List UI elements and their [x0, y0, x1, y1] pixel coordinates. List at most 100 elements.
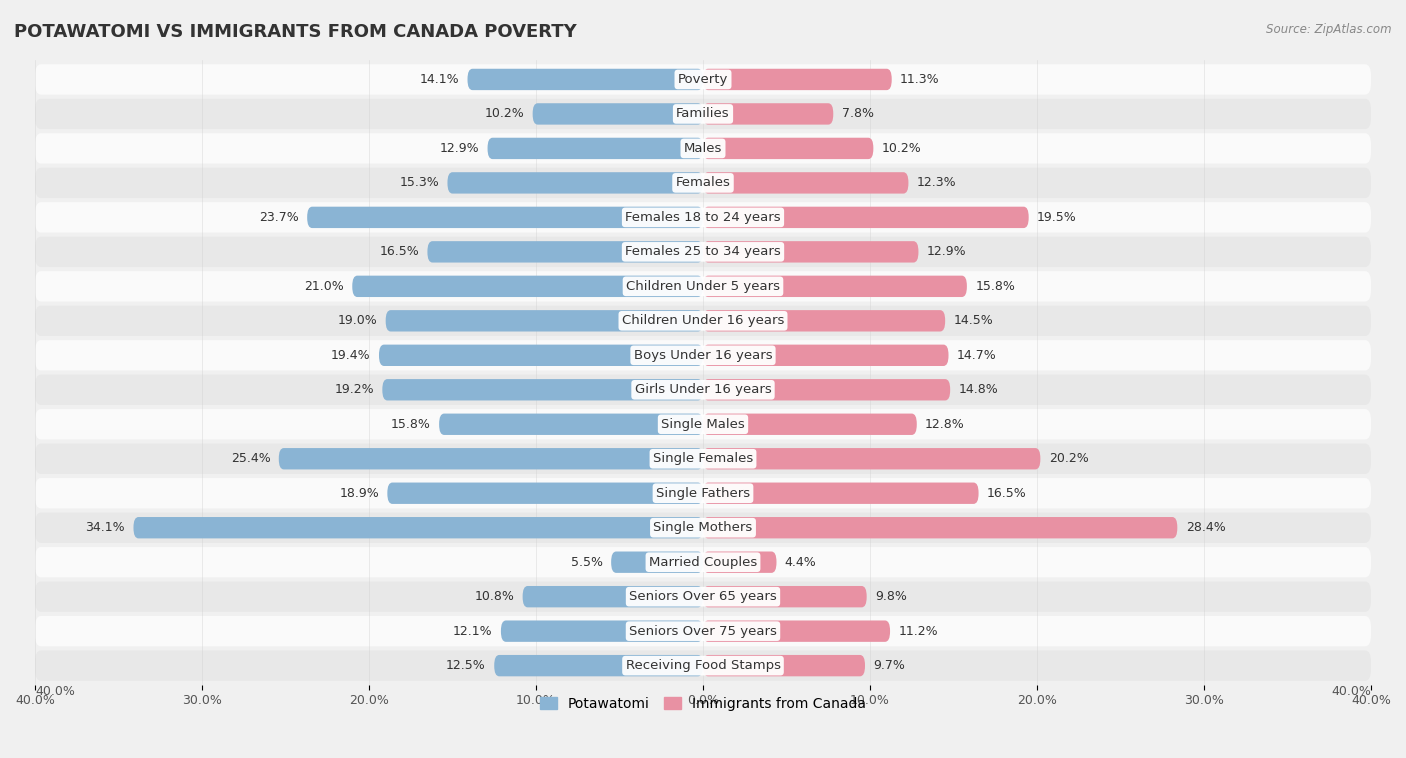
FancyBboxPatch shape: [427, 241, 703, 262]
Text: 9.7%: 9.7%: [873, 659, 905, 672]
FancyBboxPatch shape: [495, 655, 703, 676]
Text: 5.5%: 5.5%: [571, 556, 603, 568]
Text: 19.5%: 19.5%: [1038, 211, 1077, 224]
Text: 10.2%: 10.2%: [485, 108, 524, 121]
Text: 14.8%: 14.8%: [959, 384, 998, 396]
Text: 16.5%: 16.5%: [987, 487, 1026, 500]
Text: POTAWATOMI VS IMMIGRANTS FROM CANADA POVERTY: POTAWATOMI VS IMMIGRANTS FROM CANADA POV…: [14, 23, 576, 41]
Text: Children Under 16 years: Children Under 16 years: [621, 315, 785, 327]
Text: Males: Males: [683, 142, 723, 155]
FancyBboxPatch shape: [703, 69, 891, 90]
Text: Girls Under 16 years: Girls Under 16 years: [634, 384, 772, 396]
FancyBboxPatch shape: [703, 241, 918, 262]
FancyBboxPatch shape: [447, 172, 703, 193]
Text: 14.1%: 14.1%: [419, 73, 460, 86]
Text: 10.2%: 10.2%: [882, 142, 921, 155]
FancyBboxPatch shape: [35, 305, 1371, 336]
Legend: Potawatomi, Immigrants from Canada: Potawatomi, Immigrants from Canada: [536, 693, 870, 715]
Text: Single Females: Single Females: [652, 453, 754, 465]
Text: Seniors Over 65 years: Seniors Over 65 years: [628, 590, 778, 603]
FancyBboxPatch shape: [703, 414, 917, 435]
Text: 12.1%: 12.1%: [453, 625, 492, 637]
FancyBboxPatch shape: [533, 103, 703, 124]
Text: 28.4%: 28.4%: [1185, 522, 1226, 534]
FancyBboxPatch shape: [612, 552, 703, 573]
Text: Females 18 to 24 years: Females 18 to 24 years: [626, 211, 780, 224]
Text: 19.0%: 19.0%: [337, 315, 377, 327]
Text: 11.3%: 11.3%: [900, 73, 939, 86]
FancyBboxPatch shape: [703, 621, 890, 642]
FancyBboxPatch shape: [703, 172, 908, 193]
FancyBboxPatch shape: [703, 448, 1040, 469]
FancyBboxPatch shape: [439, 414, 703, 435]
Text: Seniors Over 75 years: Seniors Over 75 years: [628, 625, 778, 637]
Text: 34.1%: 34.1%: [86, 522, 125, 534]
FancyBboxPatch shape: [278, 448, 703, 469]
FancyBboxPatch shape: [35, 99, 1371, 129]
Text: 12.5%: 12.5%: [446, 659, 486, 672]
FancyBboxPatch shape: [35, 547, 1371, 578]
FancyBboxPatch shape: [501, 621, 703, 642]
Text: 12.9%: 12.9%: [927, 246, 966, 258]
FancyBboxPatch shape: [35, 374, 1371, 405]
Text: Receiving Food Stamps: Receiving Food Stamps: [626, 659, 780, 672]
Text: 10.8%: 10.8%: [474, 590, 515, 603]
FancyBboxPatch shape: [703, 483, 979, 504]
Text: Families: Families: [676, 108, 730, 121]
FancyBboxPatch shape: [307, 207, 703, 228]
FancyBboxPatch shape: [35, 409, 1371, 440]
FancyBboxPatch shape: [703, 517, 1177, 538]
FancyBboxPatch shape: [35, 236, 1371, 267]
FancyBboxPatch shape: [703, 276, 967, 297]
Text: 7.8%: 7.8%: [842, 108, 873, 121]
FancyBboxPatch shape: [468, 69, 703, 90]
Text: 12.8%: 12.8%: [925, 418, 965, 431]
FancyBboxPatch shape: [35, 133, 1371, 164]
FancyBboxPatch shape: [703, 655, 865, 676]
FancyBboxPatch shape: [35, 581, 1371, 612]
FancyBboxPatch shape: [387, 483, 703, 504]
FancyBboxPatch shape: [703, 103, 834, 124]
FancyBboxPatch shape: [35, 443, 1371, 474]
FancyBboxPatch shape: [35, 168, 1371, 198]
Text: 18.9%: 18.9%: [339, 487, 380, 500]
FancyBboxPatch shape: [35, 616, 1371, 647]
Text: Children Under 5 years: Children Under 5 years: [626, 280, 780, 293]
Text: 15.3%: 15.3%: [399, 177, 439, 190]
Text: 16.5%: 16.5%: [380, 246, 419, 258]
Text: 9.8%: 9.8%: [875, 590, 907, 603]
Text: Single Mothers: Single Mothers: [654, 522, 752, 534]
Text: Females: Females: [675, 177, 731, 190]
Text: 23.7%: 23.7%: [259, 211, 299, 224]
Text: 12.3%: 12.3%: [917, 177, 956, 190]
Text: Boys Under 16 years: Boys Under 16 years: [634, 349, 772, 362]
Text: Married Couples: Married Couples: [650, 556, 756, 568]
Text: 21.0%: 21.0%: [304, 280, 344, 293]
Text: Poverty: Poverty: [678, 73, 728, 86]
Text: 11.2%: 11.2%: [898, 625, 938, 637]
FancyBboxPatch shape: [703, 207, 1029, 228]
FancyBboxPatch shape: [703, 345, 949, 366]
FancyBboxPatch shape: [703, 138, 873, 159]
Text: 4.4%: 4.4%: [785, 556, 817, 568]
Text: 15.8%: 15.8%: [391, 418, 430, 431]
Text: Source: ZipAtlas.com: Source: ZipAtlas.com: [1267, 23, 1392, 36]
Text: Females 25 to 34 years: Females 25 to 34 years: [626, 246, 780, 258]
Text: 40.0%: 40.0%: [35, 685, 75, 698]
Text: 14.7%: 14.7%: [957, 349, 997, 362]
Text: 12.9%: 12.9%: [440, 142, 479, 155]
FancyBboxPatch shape: [523, 586, 703, 607]
FancyBboxPatch shape: [703, 379, 950, 400]
FancyBboxPatch shape: [353, 276, 703, 297]
FancyBboxPatch shape: [703, 586, 866, 607]
Text: 19.4%: 19.4%: [330, 349, 371, 362]
Text: 19.2%: 19.2%: [335, 384, 374, 396]
FancyBboxPatch shape: [35, 650, 1371, 681]
FancyBboxPatch shape: [703, 310, 945, 331]
FancyBboxPatch shape: [35, 64, 1371, 95]
Text: 14.5%: 14.5%: [953, 315, 993, 327]
FancyBboxPatch shape: [703, 552, 776, 573]
FancyBboxPatch shape: [35, 478, 1371, 509]
Text: 25.4%: 25.4%: [231, 453, 270, 465]
Text: Single Males: Single Males: [661, 418, 745, 431]
